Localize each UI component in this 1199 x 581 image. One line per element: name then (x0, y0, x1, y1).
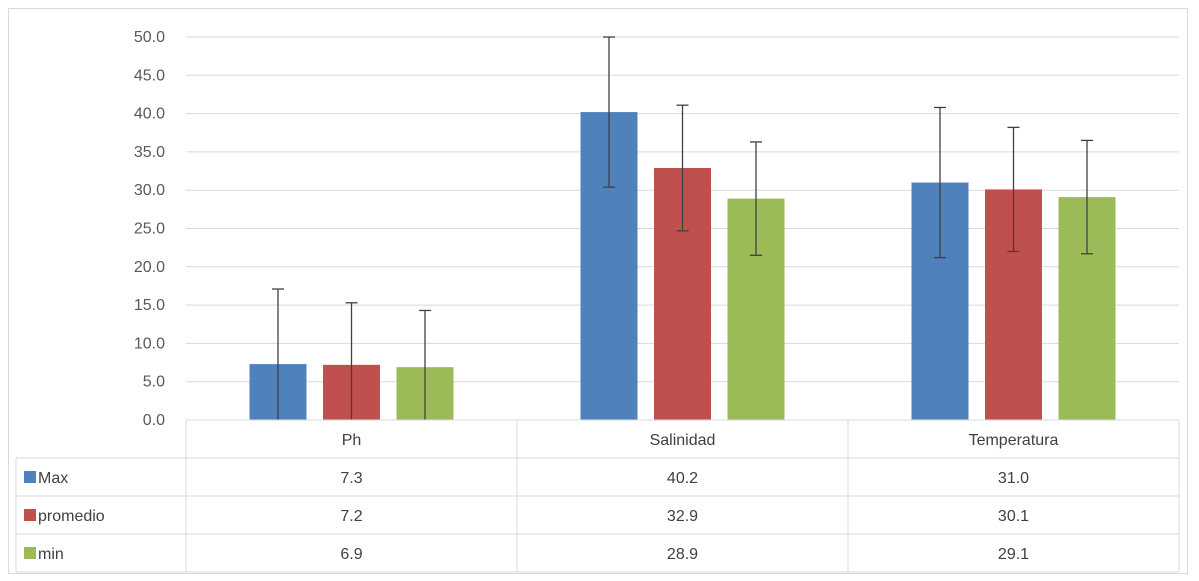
table-value: 30.1 (998, 508, 1029, 525)
legend-label: promedio (38, 508, 105, 525)
category-label: Ph (342, 432, 362, 449)
table-value: 32.9 (667, 508, 698, 525)
category-label: Salinidad (650, 432, 716, 449)
y-tick-label: 10.0 (134, 335, 165, 352)
legend-key-min (24, 547, 36, 559)
y-tick-label: 50.0 (134, 29, 165, 46)
error-bar-min-temperatura (1081, 139, 1093, 255)
legend-key-promedio (24, 509, 36, 521)
error-bar-promedio-ph (345, 302, 358, 420)
table-value: 28.9 (667, 546, 698, 563)
y-tick-label: 45.0 (134, 67, 165, 84)
error-bar-min-salinidad (750, 141, 762, 256)
y-tick-label: 5.0 (143, 374, 165, 391)
y-tick-label: 15.0 (134, 297, 165, 314)
y-tick-label: 40.0 (134, 106, 165, 123)
error-bar-promedio-salinidad (676, 104, 689, 232)
table-value: 29.1 (998, 546, 1029, 563)
y-tick-label: 35.0 (134, 144, 165, 161)
error-bar-promedio-temperatura (1007, 126, 1020, 253)
y-tick-label: 25.0 (134, 221, 165, 238)
table-value: 6.9 (340, 546, 362, 563)
table-value: 7.2 (340, 508, 362, 525)
table-value: 40.2 (667, 470, 698, 487)
error-bars (272, 36, 1093, 420)
y-tick-label: 20.0 (134, 259, 165, 276)
legend-key-max (24, 471, 36, 483)
legend-label: min (38, 546, 64, 563)
table-value: 31.0 (998, 470, 1029, 487)
error-bar-max-ph (272, 288, 284, 420)
table-value: 7.3 (340, 470, 362, 487)
legend-label: Max (38, 470, 68, 487)
error-bar-max-salinidad (603, 36, 615, 188)
y-tick-label: 30.0 (134, 182, 165, 199)
y-tick-label: 0.0 (143, 412, 165, 429)
error-bar-min-ph (419, 309, 431, 420)
y-axis: 0.0 5.0 10.0 15.0 20.0 25.0 30.0 35.0 40.0 45.0 50… (134, 29, 165, 429)
category-label: Temperatura (969, 432, 1059, 449)
error-bar-max-temperatura (934, 106, 946, 259)
data-table: Ph Salinidad Temperatura Max 7.3 40.2 31.0 prom… (15, 419, 1180, 573)
